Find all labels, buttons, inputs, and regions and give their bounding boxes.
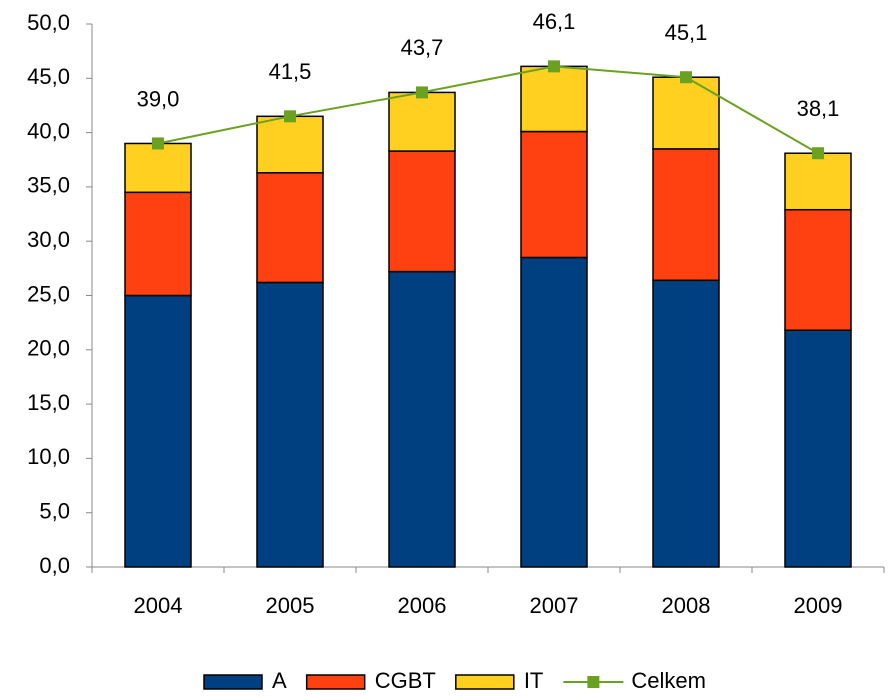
x-tick-label: 2008 xyxy=(662,593,711,618)
bar-segment xyxy=(520,256,588,568)
bar-segment xyxy=(124,294,192,568)
bar-segment xyxy=(256,115,324,174)
y-tick-label: 45,0 xyxy=(27,64,70,89)
y-tick-label: 10,0 xyxy=(27,444,70,469)
y-tick-label: 35,0 xyxy=(27,173,70,198)
y-tick-label: 20,0 xyxy=(27,336,70,361)
data-label: 38,1 xyxy=(797,96,840,121)
data-label: 41,5 xyxy=(269,59,312,84)
bar-segment xyxy=(652,279,720,568)
bar-segment xyxy=(520,130,588,259)
y-tick-label: 0,0 xyxy=(39,553,70,578)
bar-segment xyxy=(784,208,852,332)
bar-segment xyxy=(784,329,852,568)
x-tick-label: 2005 xyxy=(266,593,315,618)
line-marker xyxy=(680,71,692,84)
legend-label: IT xyxy=(524,668,544,693)
legend-swatch xyxy=(305,674,366,690)
bar-segment xyxy=(388,91,456,152)
legend-swatch xyxy=(203,674,263,690)
legend-label: Celkem xyxy=(631,668,706,693)
bar-segment xyxy=(520,65,588,133)
y-tick-label: 30,0 xyxy=(27,227,70,252)
bar-segment xyxy=(652,148,720,282)
bar-segment xyxy=(124,142,192,194)
legend-label: CGBT xyxy=(375,668,436,693)
x-tick-label: 2006 xyxy=(398,593,447,618)
bar-segment xyxy=(784,152,852,211)
line xyxy=(157,65,819,155)
y-tick-label: 50,0 xyxy=(27,10,70,35)
y-tick-label: 25,0 xyxy=(27,281,70,306)
x-tick-label: 2004 xyxy=(134,593,183,618)
data-label: 43,7 xyxy=(401,35,444,60)
legend-label: A xyxy=(272,668,287,693)
bar-segment xyxy=(388,150,456,273)
legend-swatch xyxy=(455,674,515,690)
data-label: 45,1 xyxy=(665,20,708,45)
y-tick-label: 40,0 xyxy=(27,118,70,143)
line-marker xyxy=(548,60,560,73)
bar-segment xyxy=(256,281,324,568)
x-tick-label: 2009 xyxy=(794,593,843,618)
line-marker xyxy=(416,86,428,99)
y-tick-label: 15,0 xyxy=(27,390,70,415)
bar-segment xyxy=(388,270,456,568)
line-marker xyxy=(152,137,164,150)
y-tick-label: 5,0 xyxy=(39,499,70,524)
bar-segment xyxy=(124,191,192,297)
bar-segment xyxy=(652,76,720,150)
data-label: 46,1 xyxy=(533,9,576,34)
line-marker xyxy=(284,110,296,123)
data-label: 39,0 xyxy=(137,86,180,111)
legend-marker xyxy=(587,676,600,688)
bar-segment xyxy=(256,172,324,284)
line-marker xyxy=(812,147,824,160)
x-tick-label: 2007 xyxy=(530,593,579,618)
